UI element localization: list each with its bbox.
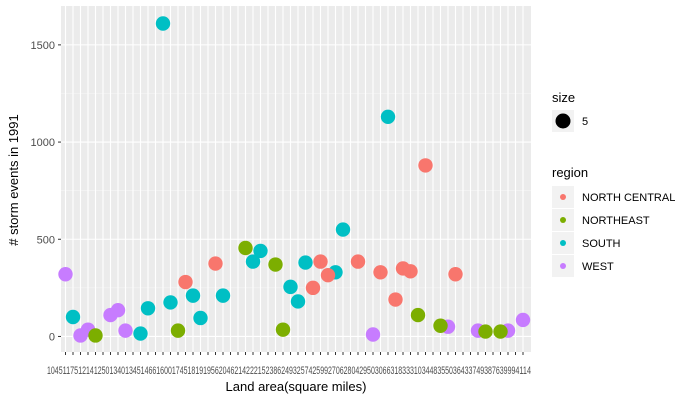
y-tick-label: 500 <box>37 234 55 246</box>
x-tick-label: 3310 <box>406 365 422 377</box>
x-tick-label: 2493 <box>281 365 297 377</box>
data-point-northeast <box>478 324 493 339</box>
x-tick-label: 1745 <box>172 365 188 377</box>
x-tick-label: 1956 <box>203 365 219 377</box>
legend-key-dot <box>560 240 566 246</box>
data-point-west <box>515 312 531 328</box>
legend-label-north-central: NORTH CENTRAL <box>582 192 675 204</box>
data-point-south <box>290 294 306 309</box>
legend-label-west: WEST <box>582 261 614 273</box>
x-tick-label: 1466 <box>141 365 157 377</box>
legend-key-dot <box>560 194 566 200</box>
x-tick-label: 1819 <box>188 365 204 377</box>
legend-label-northeast: NORTHEAST <box>582 215 650 227</box>
y-tick-label: 1000 <box>31 137 55 149</box>
data-point-west <box>118 323 133 338</box>
data-point-south <box>133 326 148 341</box>
y-tick-label: 0 <box>49 331 55 343</box>
size-legend-title: size <box>552 90 575 105</box>
x-tick-label: 2574 <box>297 365 313 377</box>
data-point-west <box>110 303 126 318</box>
data-point-northeast <box>433 318 448 333</box>
data-point-south <box>155 16 171 31</box>
x-tick-label: 2386 <box>266 365 282 377</box>
data-point-north-central <box>313 254 328 269</box>
x-tick-label: 2142 <box>234 365 250 377</box>
x-tick-label: 1345 <box>125 365 141 377</box>
x-tick-label: 1175 <box>63 365 79 377</box>
data-point-north-central <box>418 158 433 173</box>
data-point-west <box>58 267 73 282</box>
data-point-north-central <box>305 280 321 296</box>
x-tick-label: 1045 <box>47 365 63 377</box>
data-point-north-central <box>403 264 418 279</box>
x-tick-label: 2215 <box>250 365 266 377</box>
data-point-south <box>65 309 81 325</box>
data-point-south <box>185 288 201 303</box>
data-point-north-central <box>448 267 463 282</box>
data-point-west <box>365 327 381 342</box>
data-point-south <box>335 222 351 237</box>
x-tick-label: 3643 <box>453 365 469 377</box>
data-point-south <box>193 310 208 326</box>
x-tick-label: 1340 <box>109 365 125 377</box>
region-legend-title: region <box>552 165 588 180</box>
data-point-south <box>253 243 268 259</box>
data-points <box>58 16 531 343</box>
data-point-north-central <box>208 256 223 271</box>
data-point-south <box>380 109 396 124</box>
major-gridlines <box>61 6 531 352</box>
x-tick-label: 3999 <box>500 365 516 377</box>
x-tick-label: 3749 <box>469 365 485 377</box>
data-point-south <box>283 279 298 295</box>
data-point-northeast <box>410 307 426 323</box>
x-tick-label: 2804 <box>344 365 360 377</box>
data-point-northeast <box>238 240 253 256</box>
size-legend-label: 5 <box>582 116 588 128</box>
x-tick-label: 2046 <box>219 365 235 377</box>
data-point-south <box>215 288 231 303</box>
x-axis-ticks: 1045 1175 1214 1250 1340 1345 1466 1600 1745 1819… <box>47 352 531 377</box>
y-axis-title: # storm events in 1991 <box>6 114 21 246</box>
x-tick-label: 3550 <box>437 365 453 377</box>
x-tick-label: 2950 <box>359 365 375 377</box>
panel-background <box>61 6 531 352</box>
x-tick-label: 2706 <box>328 365 344 377</box>
data-point-south <box>140 301 156 316</box>
y-axis-ticks: 0 500 1000 1500 <box>31 40 61 343</box>
x-tick-label: 1600 <box>156 365 172 377</box>
data-point-northeast <box>493 324 508 339</box>
data-point-north-central <box>373 265 388 280</box>
y-tick-label: 1500 <box>31 40 55 52</box>
legend-key-dot <box>560 217 566 223</box>
data-point-north-central <box>320 268 336 283</box>
data-point-northeast <box>88 328 103 343</box>
data-point-south <box>298 255 313 270</box>
data-point-south <box>245 254 261 269</box>
data-point-north-central <box>350 254 366 269</box>
x-tick-label: 3066 <box>375 365 391 377</box>
data-point-south <box>163 295 178 310</box>
x-tick-label: 4114 <box>515 365 531 377</box>
x-tick-label: 3183 <box>390 365 406 377</box>
x-tick-label: 3448 <box>422 365 438 377</box>
region-legend: region NORTH CENTRAL NORTHEAST SOUTH WEST <box>552 165 675 277</box>
x-tick-label: 1250 <box>94 365 110 377</box>
x-tick-label: 1214 <box>78 365 94 377</box>
data-point-north-central <box>388 292 403 307</box>
data-point-northeast <box>268 257 283 272</box>
data-point-north-central <box>178 274 193 290</box>
legend-key-dot <box>560 263 566 269</box>
x-tick-label: 3876 <box>484 365 500 377</box>
data-point-northeast <box>170 323 186 338</box>
data-point-northeast <box>275 322 291 337</box>
size-legend: size 5 <box>552 90 588 132</box>
x-tick-label: 2599 <box>312 365 328 377</box>
x-axis-title: Land area(square miles) <box>226 379 367 394</box>
size-legend-dot <box>555 113 571 129</box>
legend-label-south: SOUTH <box>582 238 621 250</box>
